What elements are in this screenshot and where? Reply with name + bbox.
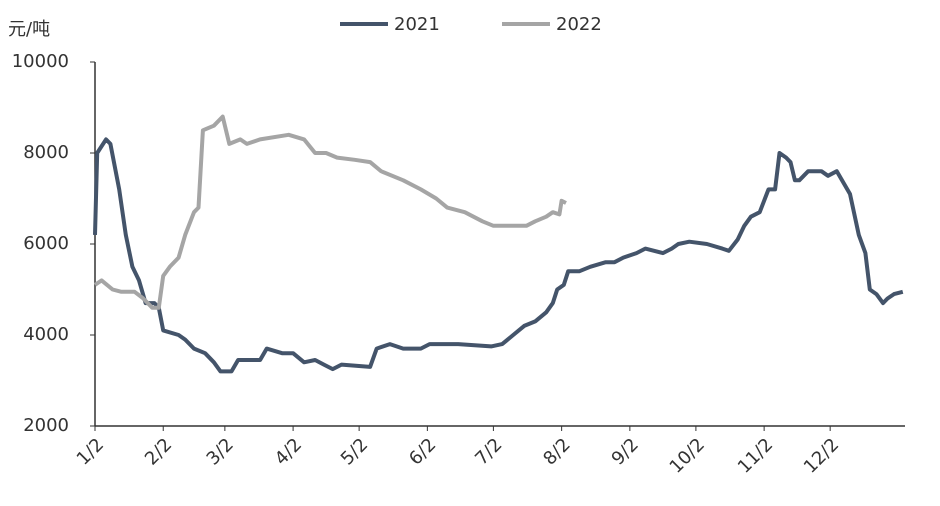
x-tick-label: 8/2: [539, 434, 574, 469]
x-tick-label: 2/2: [141, 434, 176, 469]
y-tick-label: 4000: [23, 324, 69, 345]
x-tick-label: 1/2: [73, 434, 108, 469]
x-tick-label: 9/2: [608, 434, 643, 469]
series-line: [93, 137, 904, 374]
y-tick-label: 2000: [23, 415, 69, 436]
legend-label: 2022: [556, 14, 602, 35]
legend-label: 2021: [394, 14, 440, 35]
x-tick-label: 4/2: [271, 434, 306, 469]
y-axis-label: 元/吨: [8, 19, 50, 40]
y-tick-label: 10000: [12, 51, 69, 72]
x-tick-label: 11/2: [734, 434, 777, 477]
x-tick-label: 10/2: [666, 434, 709, 477]
y-tick-label: 6000: [23, 233, 69, 254]
series-line: [93, 114, 567, 310]
x-tick-label: 3/2: [203, 434, 238, 469]
y-tick-label: 8000: [23, 142, 69, 163]
x-tick-label: 5/2: [337, 434, 372, 469]
x-tick-label: 12/2: [800, 434, 843, 477]
x-tick-label: 6/2: [405, 434, 440, 469]
x-tick-label: 7/2: [471, 434, 506, 469]
